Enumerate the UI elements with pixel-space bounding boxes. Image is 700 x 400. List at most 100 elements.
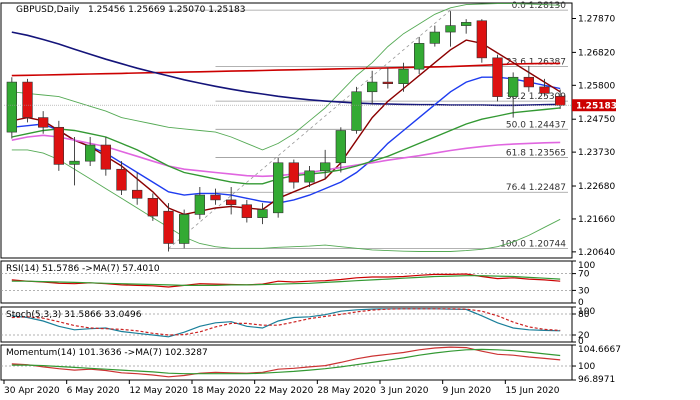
moving-average-line	[11, 107, 561, 185]
candle[interactable]	[194, 186, 205, 220]
candle[interactable]	[523, 65, 534, 92]
candle[interactable]	[335, 127, 346, 173]
candle[interactable]	[132, 172, 143, 205]
stoch-panel-frame	[0, 306, 573, 343]
stoch-tick-label: 0	[578, 337, 584, 347]
candle[interactable]	[429, 25, 440, 47]
price-tick-label: 1.23730	[578, 148, 615, 158]
candle-body	[273, 162, 284, 214]
candle-body	[226, 199, 237, 206]
stoch-tick-label: 20	[578, 331, 590, 341]
time-tick-label: 6 May 2020	[67, 386, 120, 396]
candle-body	[85, 144, 96, 162]
candle-body	[429, 31, 440, 44]
candle[interactable]	[6, 77, 17, 139]
axes-layer: 1.27870 1.26820 1.25800 1.24750 1.23730 1.226…	[3, 14, 617, 396]
momentum-title: Momentum(14) 101.3636 ->MA(7) 102.3287	[6, 348, 208, 358]
candle[interactable]	[414, 36, 425, 75]
candle[interactable]	[492, 54, 503, 102]
candle-body	[163, 210, 174, 244]
stoch-tick-label: 100	[578, 307, 595, 317]
candle[interactable]	[53, 120, 64, 171]
candle[interactable]	[210, 188, 221, 205]
candle-body	[476, 20, 487, 59]
moving-averages-layer	[11, 31, 561, 216]
candle[interactable]	[179, 209, 190, 249]
momentum-tick-label: 96.8971	[578, 375, 615, 385]
fib-level-label: 38.2 1.25309	[506, 92, 566, 102]
time-tick-label: 28 May 2020	[317, 386, 376, 396]
moving-average-line	[11, 62, 561, 77]
current-price-label: 1.25183	[576, 102, 617, 112]
candle[interactable]	[147, 193, 158, 221]
candle-body	[116, 168, 127, 191]
candles-layer	[6, 11, 566, 252]
candle[interactable]	[288, 159, 299, 189]
candle-body	[351, 91, 362, 131]
candle-body	[414, 43, 425, 70]
candle[interactable]	[69, 136, 80, 186]
candle-body	[382, 81, 393, 84]
time-tick-label: 18 May 2020	[192, 386, 251, 396]
candle[interactable]	[163, 203, 174, 252]
fib-level-label: 61.8 1.23565	[506, 148, 566, 158]
candle-body	[69, 160, 80, 165]
bollinger-upper-line	[11, 3, 561, 151]
candle[interactable]	[320, 149, 331, 179]
candle[interactable]	[22, 78, 33, 123]
candle[interactable]	[100, 136, 111, 176]
fibonacci-layer: 0.0 1.28130 23.6 1.26387 38.2 1.25309 50.0 …	[168, 1, 568, 250]
candle[interactable]	[461, 19, 472, 34]
mom-panel-frame	[0, 344, 573, 381]
ohlc-readout: 1.25456 1.25669 1.25070 1.25183	[88, 5, 245, 15]
current-price-tag	[572, 99, 616, 112]
candle-body	[320, 162, 331, 172]
time-tick-label: 22 May 2020	[255, 386, 314, 396]
time-tick-label: 12 May 2020	[129, 386, 188, 396]
price-tick-label: 1.26820	[578, 48, 615, 58]
candle-body	[523, 76, 534, 88]
candle[interactable]	[273, 157, 284, 218]
candle[interactable]	[508, 72, 519, 118]
rsi-series-line	[11, 275, 561, 286]
rsi-panel-frame	[0, 260, 573, 304]
fib-level-label: 76.4 1.22487	[506, 183, 566, 193]
candle[interactable]	[226, 186, 237, 215]
fib-level-label: 0.0 1.28130	[512, 1, 567, 11]
price-tick-label: 1.20640	[578, 248, 615, 258]
stoch-title: Stoch(5,3,3) 31.5866 33.0496	[6, 310, 142, 320]
candle[interactable]	[38, 111, 49, 134]
stoch-tick-label: 80	[578, 310, 590, 320]
candle[interactable]	[476, 19, 487, 63]
candle-body	[367, 81, 378, 93]
rsi-tick-label: 100	[578, 261, 595, 271]
rsi-title: RSI(14) 51.5786 ->MA(7) 57.4010	[6, 264, 160, 274]
candle-body	[147, 197, 158, 217]
candle[interactable]	[539, 78, 550, 97]
candle-body	[257, 209, 268, 218]
candle[interactable]	[367, 70, 378, 105]
symbol-label: GBPUSD,Daily	[16, 5, 80, 15]
candle[interactable]	[241, 199, 252, 223]
candle[interactable]	[304, 166, 315, 187]
candle[interactable]	[257, 203, 268, 225]
candle[interactable]	[85, 136, 96, 167]
candle[interactable]	[351, 86, 362, 134]
rsi-tick-label: 70	[578, 270, 590, 280]
candle[interactable]	[445, 11, 456, 47]
candle[interactable]	[398, 62, 409, 92]
momentum-tick-label: 100	[578, 362, 595, 372]
price-tick-label: 1.25800	[578, 81, 615, 91]
candle[interactable]	[382, 67, 393, 89]
candle[interactable]	[116, 161, 127, 196]
candle-body	[210, 194, 221, 201]
candle-body	[100, 144, 111, 170]
momentum-series-line	[11, 348, 561, 375]
rsi-tick-label: 30	[578, 286, 590, 296]
fib-level-label: 50.0 1.24437	[506, 120, 566, 130]
grid-layer	[0, 2, 573, 381]
momentum-tick-label: 104.6667	[578, 345, 621, 355]
candle-body	[38, 117, 49, 128]
